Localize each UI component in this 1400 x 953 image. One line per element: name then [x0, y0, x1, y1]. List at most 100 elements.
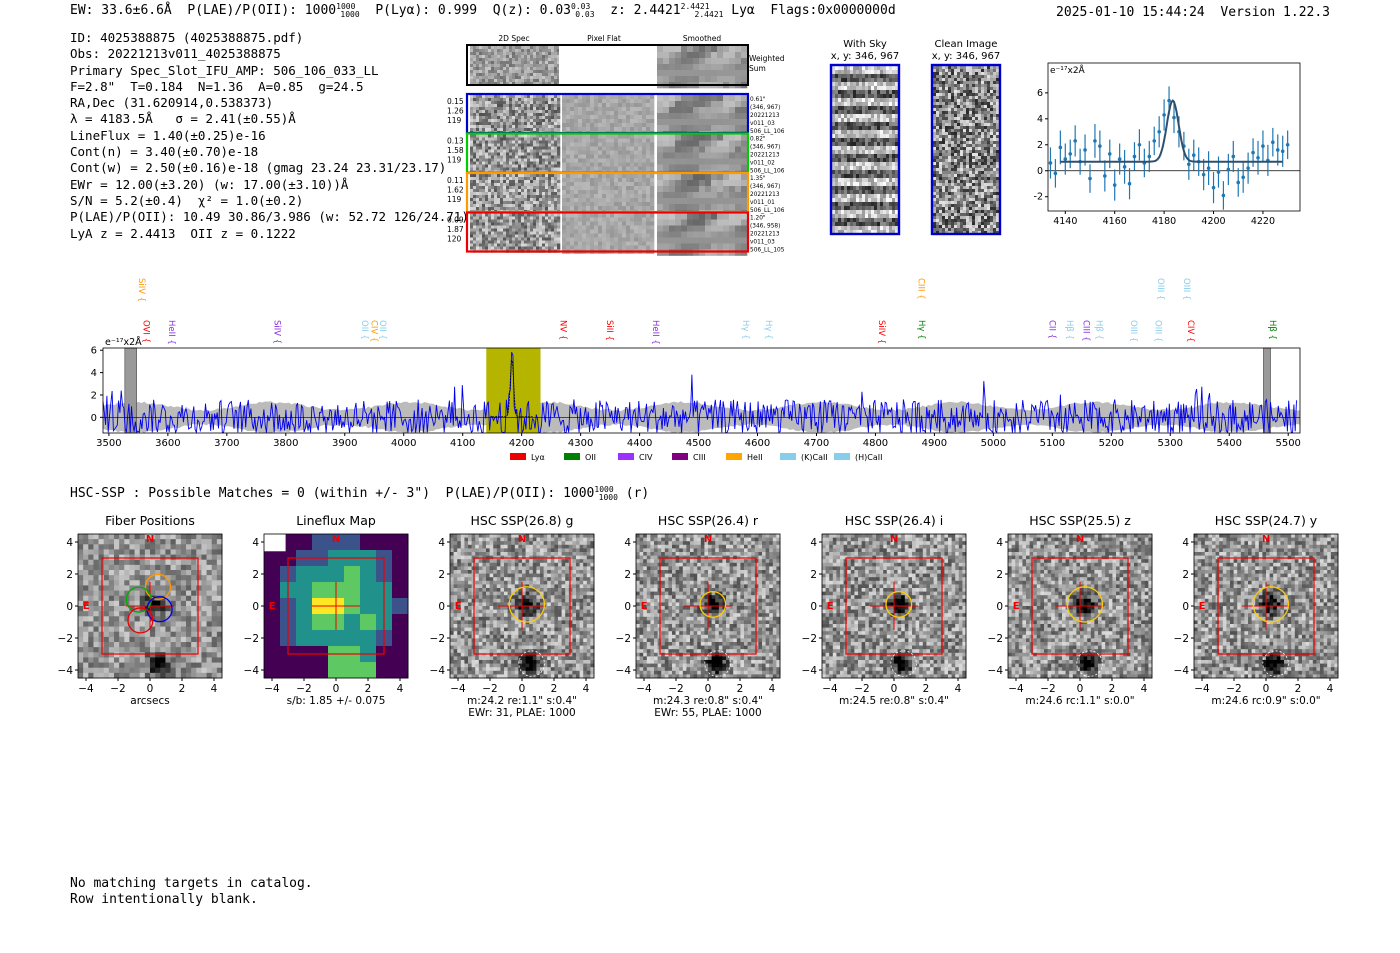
noise-pixel [856, 170, 860, 175]
noise-pixel [675, 180, 682, 187]
noise-pixel [895, 198, 899, 203]
noise-pixel [582, 123, 587, 128]
noise-pixel [622, 142, 627, 147]
noise-pixel [521, 70, 525, 74]
noise-pixel [470, 116, 474, 120]
noise-pixel [638, 225, 643, 230]
noise-pixel [500, 107, 504, 111]
noise-pixel [723, 164, 730, 171]
noise-pixel [729, 237, 736, 244]
noise-pixel [880, 98, 884, 103]
noise-pixel [524, 234, 528, 238]
noise-pixel [960, 138, 964, 142]
noise-pixel [990, 105, 994, 109]
noise-pixel [582, 225, 587, 230]
noise-pixel [984, 129, 988, 133]
noise-pixel [630, 138, 635, 143]
noise-pixel [711, 107, 718, 114]
noise-pixel [524, 52, 528, 56]
noise-pixel [497, 222, 501, 226]
noise-pixel [618, 245, 623, 250]
noise-pixel [990, 102, 994, 106]
noise-pixel [570, 186, 575, 191]
noise-pixel [536, 79, 540, 83]
noise-pixel [963, 75, 967, 79]
noise-pixel [853, 114, 857, 119]
noise-pixel [476, 183, 480, 187]
noise-pixel [657, 198, 664, 205]
noise-pixel [856, 70, 860, 75]
noise-pixel [735, 192, 742, 199]
noise-pixel [880, 102, 884, 107]
noise-pixel [984, 111, 988, 115]
noise-pixel [497, 55, 501, 59]
noise-pixel [850, 134, 854, 139]
noise-pixel [634, 213, 639, 218]
noise-pixel [497, 76, 501, 80]
noise-pixel [642, 142, 647, 147]
noise-pixel [729, 243, 736, 250]
noise-pixel [618, 103, 623, 108]
noise-pixel [933, 138, 937, 142]
noise-pixel [693, 107, 700, 114]
noise-pixel [630, 190, 635, 195]
with-sky-coords: x, y: 346, 967 [831, 51, 900, 62]
noise-pixel [554, 140, 558, 144]
noise-pixel [476, 222, 480, 226]
noise-pixel [530, 73, 534, 77]
noise-pixel [503, 61, 507, 65]
noise-pixel [548, 137, 552, 141]
noise-pixel [862, 194, 866, 199]
noise-pixel [987, 135, 991, 139]
noise-pixel [987, 108, 991, 112]
noise-pixel [491, 52, 495, 56]
noise-pixel [497, 116, 501, 120]
noise-pixel [711, 174, 718, 181]
noise-pixel [841, 134, 845, 139]
noise-pixel [865, 70, 869, 75]
noise-pixel [963, 84, 967, 88]
noise-pixel [945, 81, 949, 85]
noise-pixel [966, 78, 970, 82]
noise-pixel [509, 216, 513, 220]
noise-pixel [874, 178, 878, 183]
noise-pixel [551, 228, 555, 232]
noise-pixel [990, 135, 994, 139]
noise-pixel [642, 237, 647, 242]
noise-pixel [570, 245, 575, 250]
noise-pixel [574, 229, 579, 234]
noise-pixel [574, 150, 579, 155]
noise-pixel [606, 202, 611, 207]
noise-pixel [521, 186, 525, 190]
noise-pixel [895, 78, 899, 83]
noise-pixel [497, 67, 501, 71]
noise-pixel [586, 103, 591, 108]
noise-pixel [506, 128, 510, 132]
noise-pixel [533, 82, 537, 86]
noise-pixel [687, 64, 694, 71]
noise-pixel [518, 79, 522, 83]
noise-pixel [705, 158, 712, 165]
noise-pixel [889, 202, 893, 207]
noise-pixel [551, 219, 555, 223]
noise-pixel [554, 82, 558, 86]
noise-pixel [874, 166, 878, 171]
noise-pixel [527, 204, 531, 208]
noise-pixel [524, 243, 528, 247]
noise-pixel [476, 246, 480, 250]
noise-pixel [539, 82, 543, 86]
noise-pixel [503, 116, 507, 120]
noise-pixel [626, 186, 631, 191]
noise-pixel [889, 78, 893, 83]
noise-pixel [663, 70, 670, 77]
noise-pixel [933, 66, 937, 70]
noise-pixel [871, 210, 875, 215]
noise-pixel [545, 225, 549, 229]
noise-pixel [509, 70, 513, 74]
noise-pixel [548, 113, 552, 117]
noise-pixel [503, 189, 507, 193]
noise-pixel [859, 134, 863, 139]
noise-pixel [500, 67, 504, 71]
noise-pixel [542, 186, 546, 190]
noise-pixel [545, 174, 549, 178]
